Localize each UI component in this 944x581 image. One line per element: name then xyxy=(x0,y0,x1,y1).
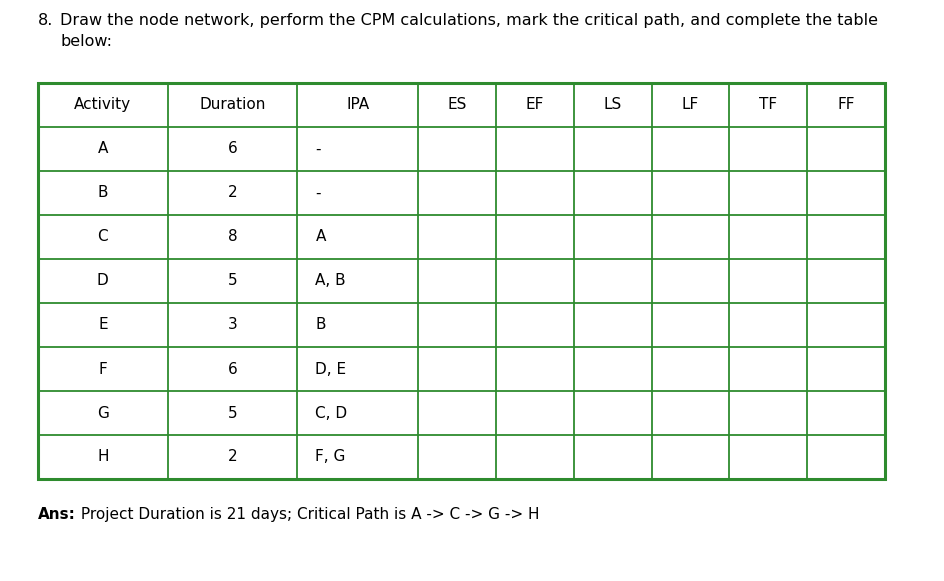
Text: 3: 3 xyxy=(228,317,237,332)
Text: F: F xyxy=(98,361,108,376)
Text: 2: 2 xyxy=(228,185,237,200)
Text: E: E xyxy=(98,317,108,332)
Text: 6: 6 xyxy=(228,361,237,376)
Text: Draw the node network, perform the CPM calculations, mark the critical path, and: Draw the node network, perform the CPM c… xyxy=(60,13,878,28)
Text: C: C xyxy=(97,229,109,245)
Text: EF: EF xyxy=(526,98,544,113)
Text: LF: LF xyxy=(682,98,700,113)
Text: FF: FF xyxy=(837,98,855,113)
Text: 8: 8 xyxy=(228,229,237,245)
Text: A, B: A, B xyxy=(315,274,346,289)
Text: F, G: F, G xyxy=(315,450,346,464)
Text: ES: ES xyxy=(447,98,467,113)
Text: B: B xyxy=(97,185,108,200)
Text: H: H xyxy=(97,450,109,464)
Text: LS: LS xyxy=(603,98,622,113)
Text: A: A xyxy=(315,229,326,245)
Text: 6: 6 xyxy=(228,142,237,156)
Text: G: G xyxy=(97,406,109,421)
Text: -: - xyxy=(315,185,321,200)
Text: -: - xyxy=(315,142,321,156)
Text: IPA: IPA xyxy=(346,98,369,113)
Text: Duration: Duration xyxy=(199,98,265,113)
Text: D, E: D, E xyxy=(315,361,346,376)
Text: 5: 5 xyxy=(228,274,237,289)
Text: 8.: 8. xyxy=(38,13,54,28)
Text: B: B xyxy=(315,317,326,332)
Bar xyxy=(38,83,885,479)
Text: below:: below: xyxy=(60,34,112,49)
Text: Ans:: Ans: xyxy=(38,507,76,522)
Text: C, D: C, D xyxy=(315,406,347,421)
Text: TF: TF xyxy=(759,98,777,113)
Text: 2: 2 xyxy=(228,450,237,464)
Text: Project Duration is 21 days; Critical Path is A -> C -> G -> H: Project Duration is 21 days; Critical Pa… xyxy=(76,507,540,522)
Text: 5: 5 xyxy=(228,406,237,421)
Text: D: D xyxy=(97,274,109,289)
Text: Activity: Activity xyxy=(75,98,131,113)
Text: A: A xyxy=(97,142,108,156)
